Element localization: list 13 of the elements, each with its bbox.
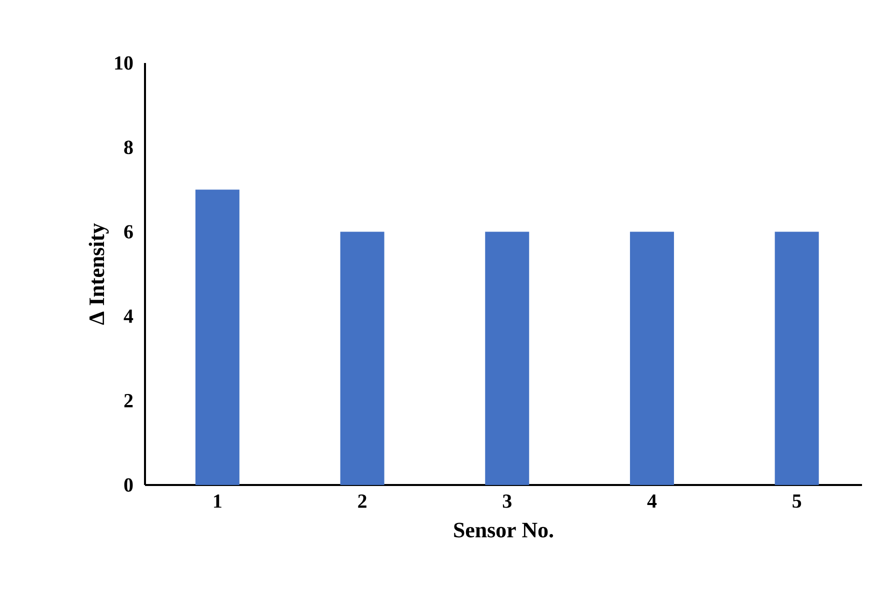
x-tick-label: 5: [792, 494, 802, 508]
x-tick-label: 1: [214, 494, 222, 508]
y-tick-label: 0: [124, 478, 133, 492]
y-tick-label: 10: [115, 56, 133, 70]
y-tick-label: 2: [124, 394, 133, 408]
y-tick-label: 4: [124, 310, 134, 323]
x-tick-label: 2: [358, 494, 366, 508]
y-axis-title: Δ Intensity: [88, 223, 109, 325]
x-tick-label: 4: [647, 494, 657, 508]
y-tick-label: 8: [124, 140, 133, 154]
y-tick-label: 6: [124, 225, 133, 238]
x-axis-title: Sensor No.: [454, 522, 554, 538]
x-tick-label: 3: [502, 494, 512, 508]
